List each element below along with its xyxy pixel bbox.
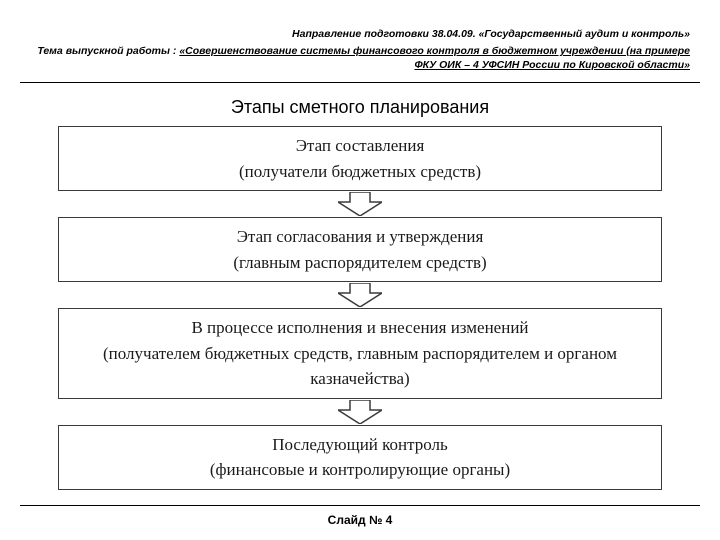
- flow-box-1-sub: (получатели бюджетных средств): [69, 159, 651, 185]
- header-direction: Направление подготовки 38.04.09. «Госуда…: [30, 28, 690, 40]
- flow-box-4-sub: (финансовые и контролирующие органы): [69, 457, 651, 483]
- flow-box-4-title: Последующий контроль: [69, 432, 651, 458]
- divider-bottom: [20, 505, 700, 506]
- flow-box-1: Этап составления (получатели бюджетных с…: [58, 126, 662, 191]
- flow-box-2: Этап согласования и утверждения (главным…: [58, 217, 662, 282]
- flow-box-3-title: В процессе исполнения и внесения изменен…: [69, 315, 651, 341]
- header-theme-prefix: Тема выпускной работы :: [37, 45, 179, 57]
- flowchart: Этап составления (получатели бюджетных с…: [0, 126, 720, 490]
- flow-box-3: В процессе исполнения и внесения изменен…: [58, 308, 662, 399]
- slide-number: Слайд № 4: [0, 513, 720, 527]
- flow-box-4: Последующий контроль (финансовые и контр…: [58, 425, 662, 490]
- main-title: Этапы сметного планирования: [0, 97, 720, 118]
- header-theme: Тема выпускной работы : «Совершенствован…: [30, 44, 690, 72]
- flow-box-3-sub: (получателем бюджетных средств, главным …: [69, 341, 651, 392]
- flow-box-2-sub: (главным распорядителем средств): [69, 250, 651, 276]
- flow-box-2-title: Этап согласования и утверждения: [69, 224, 651, 250]
- divider-top: [20, 82, 700, 83]
- arrow-2: [58, 283, 662, 307]
- header-theme-underlined: «Совершенствование системы финансового к…: [179, 45, 690, 71]
- flow-box-1-title: Этап составления: [69, 133, 651, 159]
- arrow-3: [58, 400, 662, 424]
- arrow-1: [58, 192, 662, 216]
- slide-header: Направление подготовки 38.04.09. «Госуда…: [0, 0, 720, 78]
